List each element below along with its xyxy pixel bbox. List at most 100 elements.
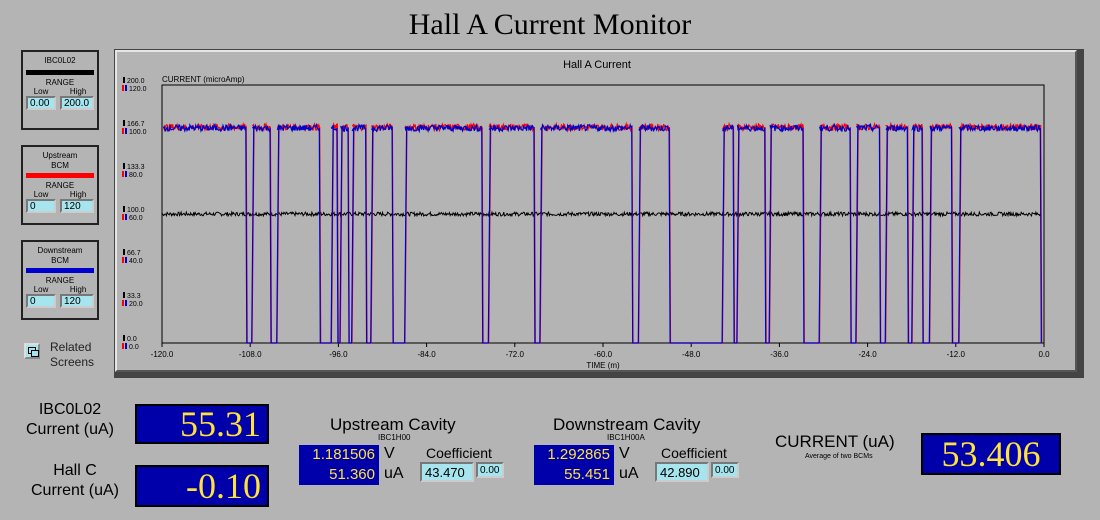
legend-low-label: Low	[33, 190, 49, 199]
downstream-offset-input[interactable]	[711, 462, 739, 478]
legend-high-label: High	[69, 190, 87, 199]
upstream-current-unit: uA	[384, 465, 404, 482]
upstream-offset-input[interactable]	[476, 462, 504, 478]
y-tick-marker-blue	[125, 128, 127, 134]
legend-line-blue	[26, 268, 94, 273]
range-high-input[interactable]	[60, 199, 94, 213]
y-tick-label: 133.3	[127, 164, 145, 171]
x-tick-label: -36.0	[770, 350, 789, 359]
y-tick-label: 0.0	[127, 336, 137, 343]
x-tick-label: -96.0	[329, 350, 348, 359]
series-line-downstream-bcm	[162, 122, 1042, 344]
legend-ibc0l02: IBC0L02 RANGE Low High	[21, 50, 99, 130]
y-tick-marker-red	[122, 343, 124, 349]
legend-name: IBC0L02	[44, 56, 76, 65]
average-current-label: CURRENT (uA)	[775, 432, 895, 451]
y-tick-marker-red	[122, 171, 124, 177]
y-tick-label: 120.0	[129, 86, 147, 93]
y-axis-label: CURRENT (microAmp)	[162, 75, 245, 84]
page-title: Hall A Current Monitor	[408, 8, 692, 41]
x-tick-label: -60.0	[594, 350, 613, 359]
upstream-coef-label: Coefficient	[426, 445, 492, 461]
related-screens-button[interactable]: Related Screens	[24, 340, 94, 370]
upstream-cavity-sub: IBC1H00	[378, 433, 411, 442]
window-stack-icon[interactable]	[24, 343, 40, 359]
x-tick-label: -72.0	[506, 350, 525, 359]
x-tick-label: -108.0	[239, 350, 262, 359]
y-tick-label: 40.0	[129, 258, 143, 265]
x-tick-label: 0.0	[1038, 350, 1050, 359]
average-current-sub: Average of two BCMs	[805, 453, 873, 460]
y-tick-marker-black	[123, 335, 125, 341]
series-line-ibc0l02	[161, 210, 1042, 218]
y-tick-label: 33.3	[127, 293, 141, 300]
upstream-cavity-title: Upstream Cavity	[330, 415, 456, 434]
downstream-cavity-sub: IBC1H00A	[607, 433, 645, 442]
range-high-input[interactable]	[60, 96, 94, 110]
y-tick-marker-black	[123, 120, 125, 126]
y-tick-marker-red	[122, 85, 124, 91]
upstream-current: 51.360	[299, 465, 379, 485]
y-tick-marker-blue	[125, 214, 127, 220]
series-line-upstream-bcm	[162, 121, 1043, 344]
legend-low-label: Low	[33, 87, 49, 96]
upstream-voltage-unit: V	[384, 445, 395, 462]
chart-panel: Hall A Current CURRENT (microAmp) 200.0 1…	[115, 50, 1077, 372]
hallc-current-value: -0.10	[135, 465, 269, 507]
range-high-input[interactable]	[60, 294, 94, 308]
y-tick-label: 66.7	[127, 250, 141, 257]
x-tick-label: -24.0	[858, 350, 877, 359]
y-tick-marker-red	[122, 300, 124, 306]
range-low-input[interactable]	[26, 294, 56, 308]
y-tick-marker-black	[123, 163, 125, 169]
downstream-coef-label: Coefficient	[661, 445, 727, 461]
y-tick-marker-blue	[125, 343, 127, 349]
legend-name: Downstream BCM	[37, 246, 83, 265]
y-tick-marker-red	[122, 128, 124, 134]
x-tick-label: -48.0	[682, 350, 701, 359]
legend-range-label: RANGE	[45, 276, 75, 285]
y-tick-marker-black	[123, 77, 125, 83]
y-tick-marker-blue	[125, 257, 127, 263]
related-screens-label: Related Screens	[50, 340, 95, 369]
y-tick-label: 100.0	[127, 207, 145, 214]
y-tick-marker-black	[123, 292, 125, 298]
y-tick-marker-blue	[125, 300, 127, 306]
y-tick-marker-black	[123, 206, 125, 212]
legend-name: Upstream BCM	[42, 151, 78, 170]
y-tick-marker-black	[123, 249, 125, 255]
y-tick-marker-red	[122, 214, 124, 220]
x-tick-label: -84.0	[417, 350, 436, 359]
x-axis-label: TIME (m)	[586, 361, 620, 370]
ibc0l02-current-value: 55.31	[135, 404, 269, 444]
range-low-input[interactable]	[26, 96, 56, 110]
legend-upstream-bcm: Upstream BCM RANGE Low High	[21, 145, 99, 225]
y-tick-label: 166.7	[127, 121, 145, 128]
legend-line-red	[26, 173, 94, 178]
average-current-value: 53.406	[921, 433, 1061, 475]
downstream-cavity-title: Downstream Cavity	[553, 415, 701, 434]
downstream-voltage-unit: V	[619, 445, 630, 462]
downstream-coef-input[interactable]	[655, 462, 709, 482]
legend-downstream-bcm: Downstream BCM RANGE Low High	[21, 240, 99, 320]
x-tick-label: -120.0	[151, 350, 174, 359]
y-tick-label: 80.0	[129, 172, 143, 179]
downstream-current: 55.451	[534, 465, 614, 485]
upstream-coef-input[interactable]	[420, 462, 474, 482]
y-tick-label: 0.0	[129, 344, 139, 351]
x-tick-label: -12.0	[947, 350, 966, 359]
legend-low-label: Low	[33, 285, 49, 294]
y-tick-marker-blue	[125, 85, 127, 91]
y-tick-label: 20.0	[129, 301, 143, 308]
y-tick-label: 200.0	[127, 78, 145, 85]
upstream-voltage: 1.181506	[299, 445, 379, 465]
y-tick-marker-blue	[125, 171, 127, 177]
hallc-current-label: Hall C Current (uA)	[30, 462, 120, 499]
y-tick-label: 100.0	[129, 129, 147, 136]
legend-range-label: RANGE	[45, 78, 75, 87]
range-low-input[interactable]	[26, 199, 56, 213]
downstream-current-unit: uA	[619, 465, 639, 482]
legend-high-label: High	[69, 285, 87, 294]
ibc0l02-current-label: IBC0L02 Current (uA)	[25, 401, 115, 438]
chart-svg: Hall A Current CURRENT (microAmp) 200.01…	[122, 59, 1050, 370]
